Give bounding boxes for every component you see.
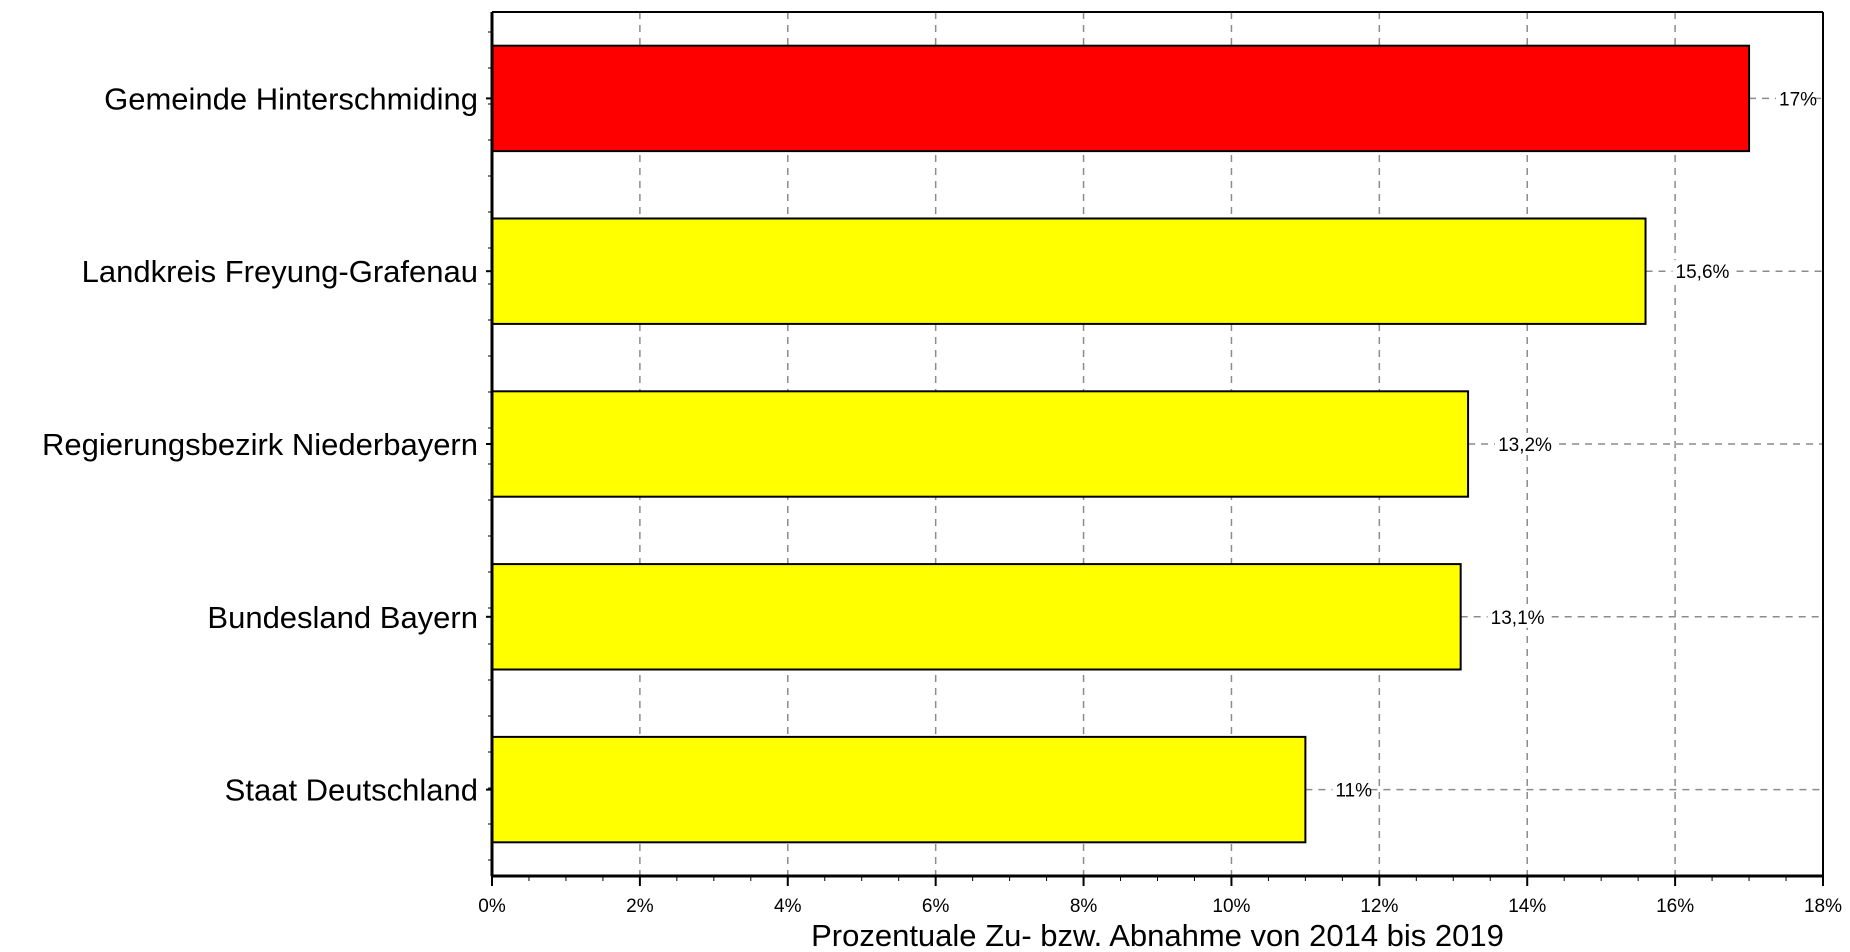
x-tick-label: 8%: [1070, 896, 1098, 917]
value-label-background: [1776, 87, 1814, 110]
x-tick-label: 18%: [1804, 896, 1842, 917]
x-tick-label: 10%: [1212, 896, 1250, 917]
value-label-background: [1332, 778, 1370, 801]
category-label: Bundesland Bayern: [207, 600, 478, 635]
value-label: 17%: [1779, 89, 1817, 110]
bar: [491, 563, 1462, 671]
value-label: 13,1%: [1491, 608, 1545, 629]
bar: [491, 390, 1470, 498]
x-axis-title: Prozentuale Zu- bzw. Abnahme von 2014 bi…: [811, 918, 1504, 952]
x-tick-label: 2%: [626, 896, 654, 917]
category-labels: Gemeinde Hinterschmiding Landkreis Freyun…: [42, 81, 478, 807]
axes: [486, 11, 1824, 886]
category-label: Landkreis Freyung-Grafenau: [82, 254, 478, 289]
x-tick-label: 12%: [1360, 896, 1398, 917]
value-label: 13,2%: [1498, 435, 1552, 456]
value-label-background: [1672, 260, 1732, 283]
x-tick-label: 0%: [478, 896, 506, 917]
value-labels: 17% 15,6% 13,2% 13,1% 11%: [1332, 87, 1817, 802]
x-tick-labels: 0% 2% 4% 6% 8% 10% 12% 14% 16% 18%: [478, 896, 1842, 917]
category-label: Staat Deutschland: [225, 773, 478, 808]
bar: [491, 44, 1751, 153]
value-label: 11%: [1335, 781, 1372, 802]
bars: [491, 44, 1751, 844]
x-tick-label: 14%: [1508, 896, 1546, 917]
value-label-background: [1495, 433, 1554, 455]
bar: [491, 735, 1307, 844]
value-label: 15,6%: [1676, 262, 1730, 283]
value-label-background: [1487, 605, 1547, 628]
x-tick-label: 4%: [774, 896, 802, 917]
category-label: Regierungsbezirk Niederbayern: [42, 427, 478, 462]
x-tick-label: 16%: [1656, 896, 1694, 917]
bar: [491, 217, 1647, 325]
category-label: Gemeinde Hinterschmiding: [104, 81, 478, 116]
x-tick-label: 6%: [922, 896, 950, 917]
